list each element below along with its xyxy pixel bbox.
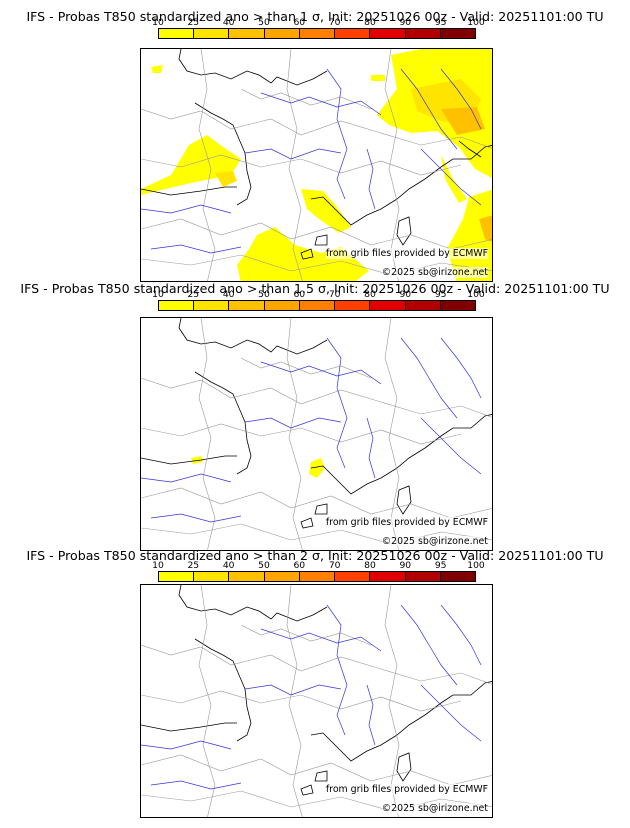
colorbar-swatch [264, 301, 300, 310]
copyright: ©2025 sb@irizone.net [381, 267, 488, 278]
map-frame: from grib files provided by ECMWF ©2025 … [140, 584, 493, 818]
colorbar-swatch [335, 301, 371, 310]
colorbar-swatch [229, 572, 265, 581]
colorbar-swatch [299, 572, 336, 581]
colorbar-tick: 90 [399, 560, 412, 571]
rivers [141, 68, 482, 254]
colorbar-tick: 80 [364, 289, 376, 300]
colorbar-swatch [159, 301, 195, 310]
coastlines [141, 318, 492, 529]
colorbar-tick: 70 [328, 17, 341, 28]
probability-shading [141, 49, 492, 281]
colorbar-tick: 95 [434, 560, 447, 571]
colorbar-tick: 25 [187, 17, 200, 28]
colorbar-swatch [440, 29, 475, 38]
colorbar-swatch [370, 29, 406, 38]
colorbar-swatch [299, 301, 336, 310]
colorbar [158, 571, 476, 582]
map-1 [141, 49, 492, 281]
colorbar-tick: 50 [258, 289, 270, 300]
colorbar-tick: 80 [364, 17, 376, 28]
colorbar-swatch [405, 29, 441, 38]
panel-title: IFS - Probas T850 standardized ano > tha… [26, 548, 604, 563]
colorbar-ticks: 10 25 40 50 60 70 80 90 95 100 [152, 289, 485, 300]
colorbar-swatch [299, 29, 336, 38]
data-credit: from grib files provided by ECMWF [325, 248, 488, 259]
map-2 [141, 318, 492, 550]
probability-shading [191, 456, 325, 478]
colorbar-tick: 100 [467, 289, 485, 300]
colorbar-swatch [194, 301, 230, 310]
colorbar-tick: 10 [152, 17, 164, 28]
colorbar [158, 300, 476, 311]
colorbar-tick: 10 [152, 560, 164, 571]
colorbar-tick: 40 [222, 289, 235, 300]
data-credit: from grib files provided by ECMWF [325, 517, 488, 528]
colorbar-tick: 95 [434, 289, 447, 300]
colorbar-tick: 50 [258, 17, 270, 28]
colorbar-ticks: 10 25 40 50 60 70 80 90 95 100 [152, 560, 485, 571]
colorbar-tick: 50 [258, 560, 270, 571]
colorbar-tick: 90 [399, 17, 412, 28]
colorbar-swatch [159, 572, 195, 581]
colorbar-swatch [229, 29, 265, 38]
colorbar-ticks: 10 25 40 50 60 70 80 90 95 100 [152, 17, 485, 28]
colorbar-tick: 100 [467, 17, 485, 28]
colorbar-swatch [335, 572, 371, 581]
forecast-panel-2: IFS - Probas T850 standardized ano > tha… [0, 272, 630, 551]
data-credit: from grib files provided by ECMWF [325, 784, 488, 795]
rivers [141, 337, 482, 523]
colorbar-swatch [335, 29, 371, 38]
colorbar-swatch [264, 572, 300, 581]
coastlines [141, 49, 492, 260]
colorbar-swatch [370, 572, 406, 581]
colorbar-swatch [194, 29, 230, 38]
colorbar-swatch [405, 572, 441, 581]
colorbar-tick: 70 [328, 289, 341, 300]
colorbar-tick: 60 [293, 17, 306, 28]
colorbar-tick: 70 [328, 560, 341, 571]
colorbar-swatch [194, 572, 230, 581]
panel-title: IFS - Probas T850 standardized ano > tha… [20, 281, 610, 296]
rivers [141, 604, 482, 790]
admin-borders [141, 49, 492, 281]
forecast-panel-3: IFS - Probas T850 standardized ano > tha… [0, 542, 630, 820]
coastlines [141, 585, 492, 796]
colorbar-swatch [370, 301, 406, 310]
colorbar-swatch [159, 29, 195, 38]
colorbar-swatch [229, 301, 265, 310]
forecast-panel-1: IFS - Probas T850 standardized ano > tha… [0, 0, 630, 282]
colorbar-swatch [440, 572, 475, 581]
colorbar-tick: 10 [152, 289, 164, 300]
colorbar-tick: 60 [293, 560, 306, 571]
map-frame: from grib files provided by ECMWF ©2025 … [140, 48, 493, 282]
colorbar-tick: 90 [399, 289, 412, 300]
colorbar-tick: 25 [187, 289, 200, 300]
copyright: ©2025 sb@irizone.net [381, 536, 488, 547]
colorbar-tick: 60 [293, 289, 306, 300]
admin-borders [141, 585, 492, 817]
panel-title: IFS - Probas T850 standardized ano > tha… [26, 9, 604, 24]
colorbar [158, 28, 476, 39]
colorbar-tick: 80 [364, 560, 376, 571]
colorbar-swatch [440, 301, 475, 310]
colorbar-tick: 25 [187, 560, 200, 571]
colorbar-tick: 95 [434, 17, 447, 28]
colorbar-tick: 40 [222, 560, 235, 571]
map-3 [141, 585, 492, 817]
map-frame: from grib files provided by ECMWF ©2025 … [140, 317, 493, 551]
copyright: ©2025 sb@irizone.net [381, 803, 488, 814]
colorbar-tick: 40 [222, 17, 235, 28]
colorbar-swatch [405, 301, 441, 310]
colorbar-swatch [264, 29, 300, 38]
colorbar-tick: 100 [467, 560, 485, 571]
